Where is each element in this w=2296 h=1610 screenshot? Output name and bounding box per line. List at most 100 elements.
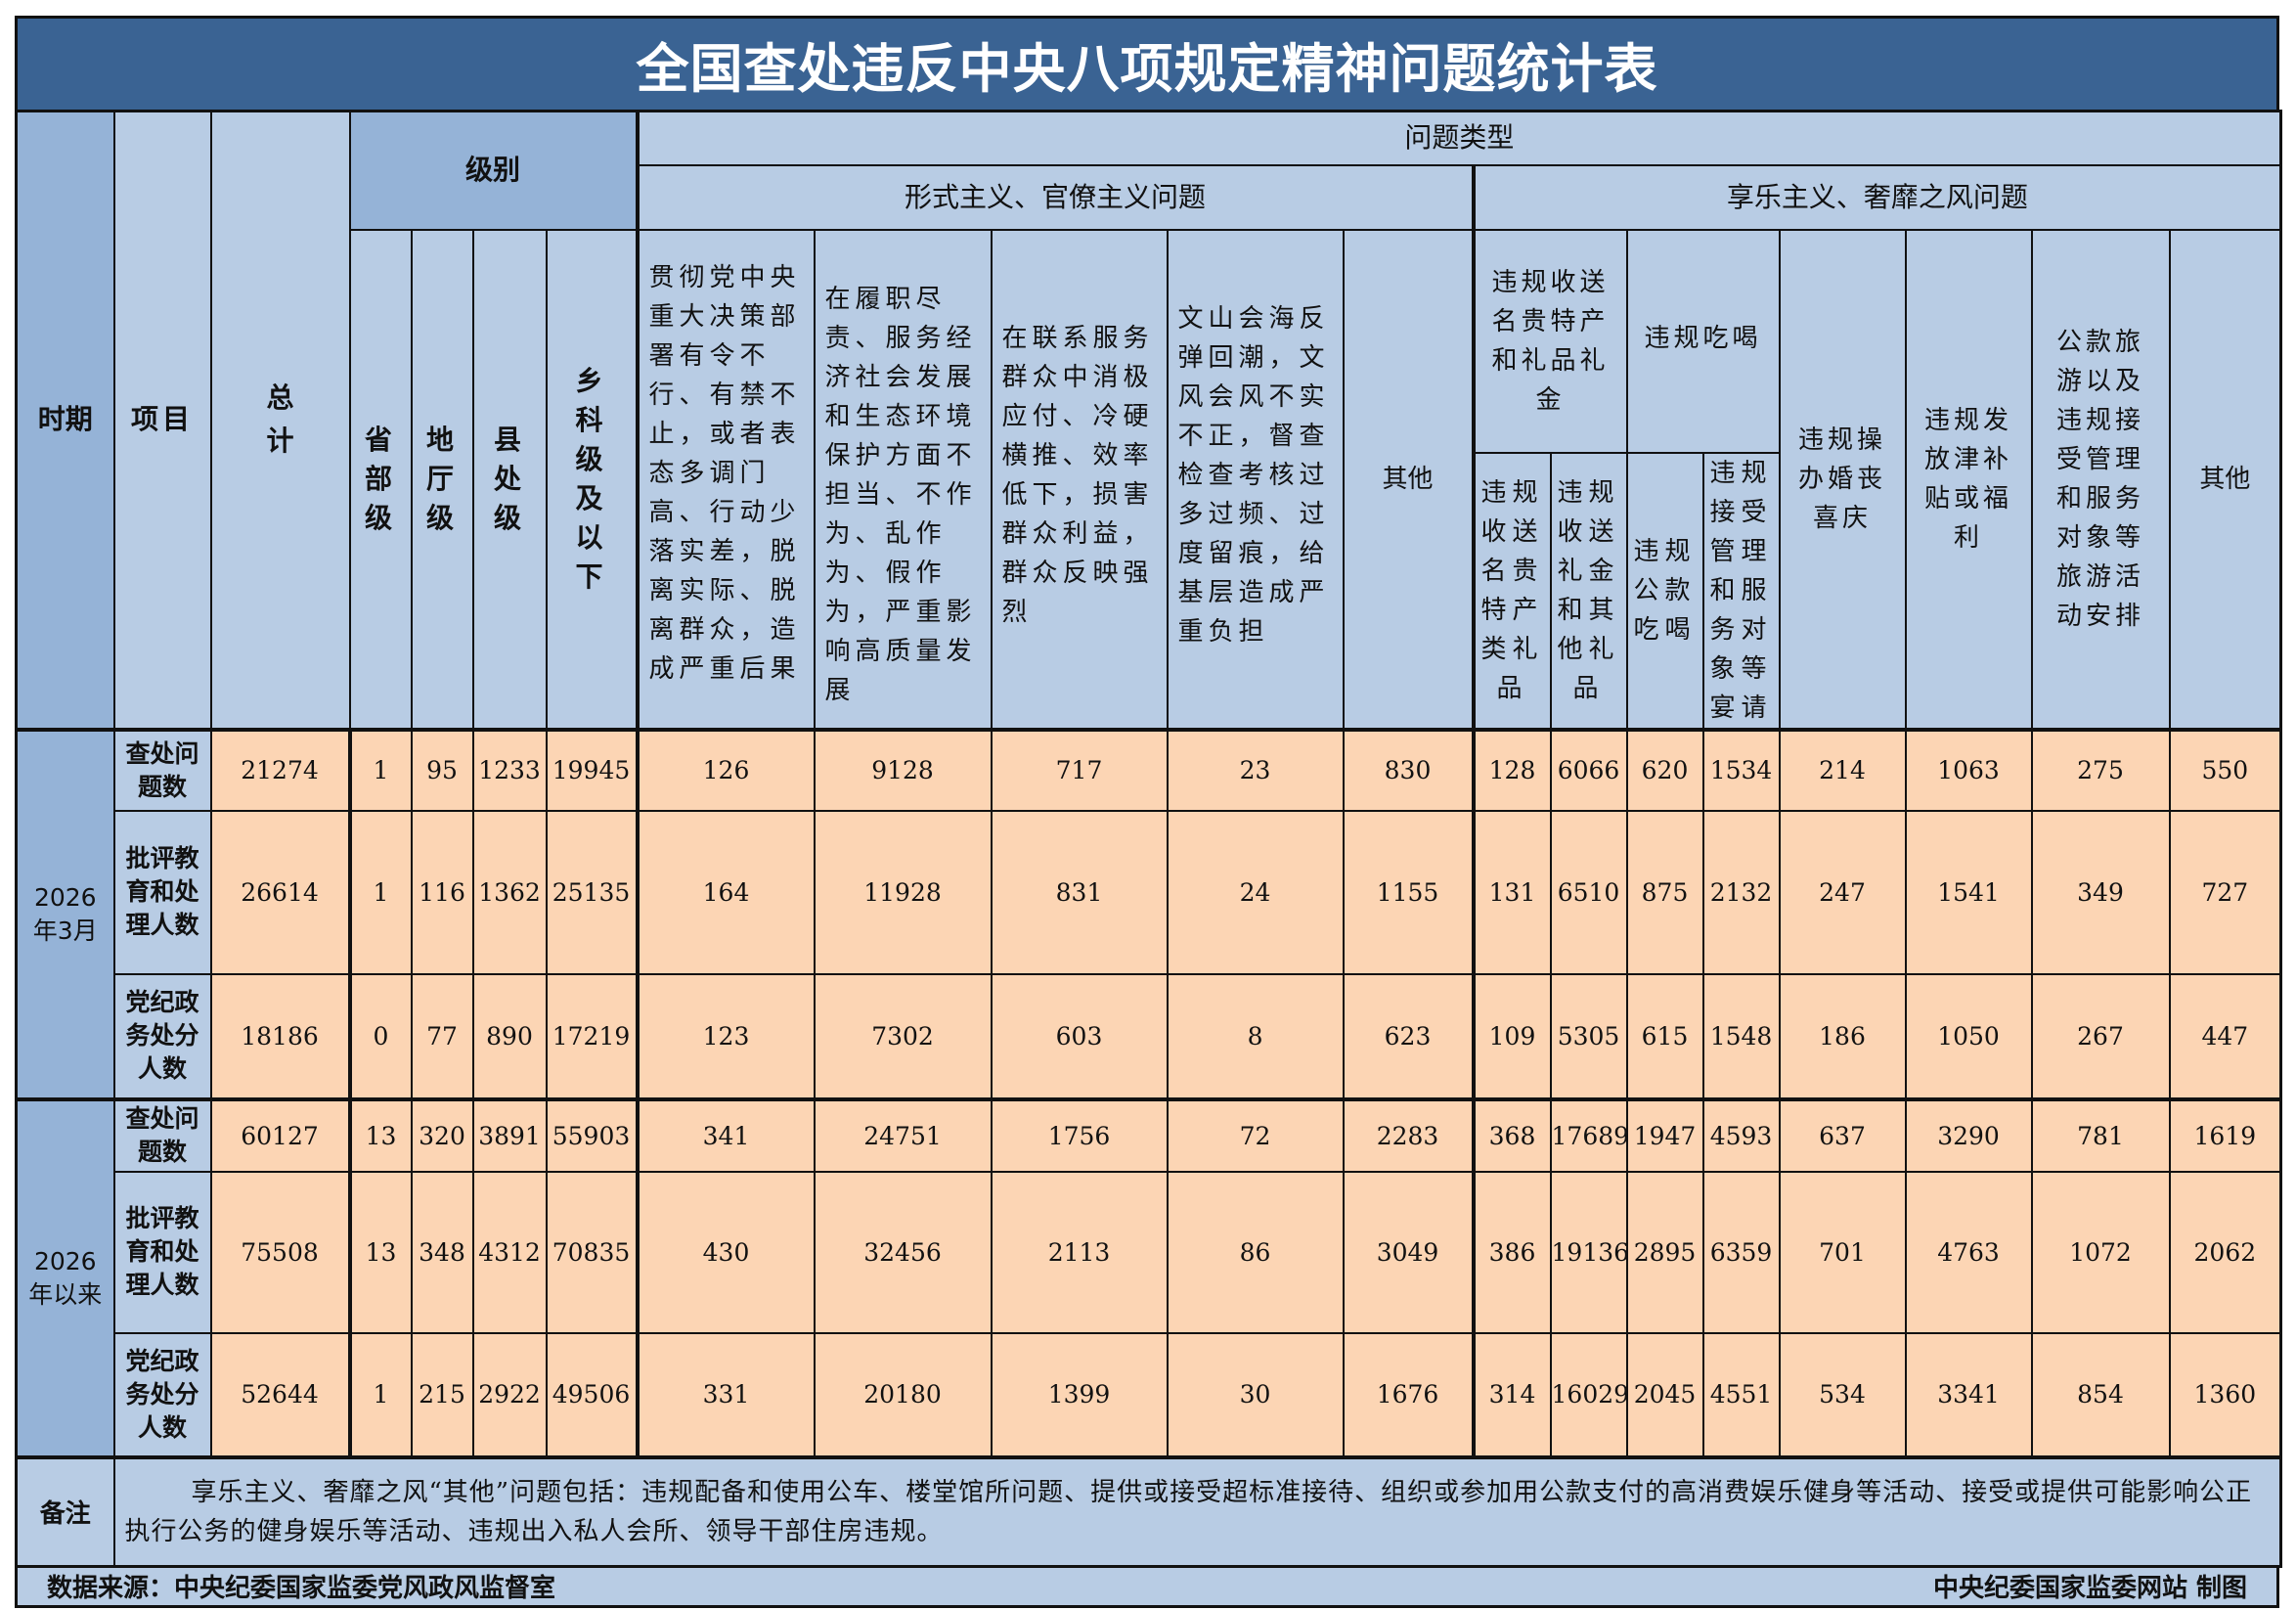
- value-cell: 447: [2168, 972, 2282, 1100]
- value-cell: 9128: [813, 728, 993, 812]
- value-cell: 854: [2030, 1331, 2171, 1458]
- header-level-county: 县处级: [471, 228, 548, 731]
- header-dining: 违规吃喝: [1625, 228, 1781, 454]
- header-level: 级别: [348, 110, 639, 231]
- value-cell: 86: [1166, 1170, 1345, 1334]
- header-gifts: 违规收送名贵特产和礼品礼金: [1471, 228, 1628, 454]
- value-cell: 70835: [545, 1170, 639, 1334]
- credit: 中央纪委国家监委网站 制图: [1932, 1574, 2247, 1603]
- value-cell: 275: [2030, 728, 2171, 812]
- value-cell: 24: [1166, 809, 1345, 975]
- value-cell: 164: [635, 809, 816, 975]
- header-period: 时期: [15, 110, 115, 731]
- header-formalism-col-3: 在联系服务群众中消极应付、冷硬横推、效率低下，损害群众利益，群众反映强烈: [990, 228, 1169, 731]
- table-row: 批评教育和处理人数 75508 13 348 4312 70835 430 32456 2113…: [17, 1170, 2282, 1334]
- header-hedonism-weddings: 违规操办婚丧喜庆: [1778, 228, 1907, 731]
- value-cell: 348: [410, 1170, 474, 1334]
- row-label: 党纪政务处分人数: [112, 1331, 212, 1458]
- value-cell: 4312: [471, 1170, 548, 1334]
- header-level-prefectural: 地厅级: [410, 228, 474, 731]
- value-cell: 60127: [209, 1097, 351, 1173]
- value-cell: 1756: [990, 1097, 1169, 1173]
- value-cell: 1399: [990, 1331, 1169, 1458]
- row-label: 查处问题数: [112, 1097, 212, 1173]
- value-cell: 717: [990, 728, 1169, 812]
- value-cell: 830: [1342, 728, 1475, 812]
- value-cell: 831: [990, 809, 1169, 975]
- value-cell: 368: [1471, 1097, 1552, 1173]
- value-cell: 1534: [1701, 728, 1781, 812]
- value-cell: 30: [1166, 1331, 1345, 1458]
- value-cell: 1676: [1342, 1331, 1475, 1458]
- value-cell: 72: [1166, 1097, 1345, 1173]
- value-cell: 701: [1778, 1170, 1907, 1334]
- value-cell: 4763: [1904, 1170, 2033, 1334]
- value-cell: 123: [635, 972, 816, 1100]
- value-cell: 0: [347, 972, 413, 1100]
- value-cell: 19945: [545, 728, 639, 812]
- value-cell: 550: [2168, 728, 2282, 812]
- period-cell: 2026年以来: [15, 1097, 115, 1458]
- value-cell: 1: [347, 809, 413, 975]
- value-cell: 603: [990, 972, 1169, 1100]
- value-cell: 3891: [471, 1097, 548, 1173]
- header-hedonism-other: 其他: [2168, 228, 2282, 731]
- header-hedonism-allowances: 违规发放津补贴或福利: [1904, 228, 2033, 731]
- value-cell: 1050: [1904, 972, 2033, 1100]
- value-cell: 55903: [545, 1097, 639, 1173]
- value-cell: 781: [2030, 1097, 2171, 1173]
- value-cell: 6510: [1549, 809, 1628, 975]
- footer: 数据来源：中央纪委国家监委党风政风监督室 中央纪委国家监委网站 制图: [15, 1567, 2279, 1608]
- value-cell: 386: [1471, 1170, 1552, 1334]
- value-cell: 349: [2030, 809, 2171, 975]
- header-level-provincial: 省部级: [348, 228, 413, 731]
- header-hedonism-travel: 公款旅游以及违规接受管理和服务对象等旅游活动安排: [2030, 228, 2171, 731]
- header-item: 项目: [112, 110, 212, 731]
- value-cell: 875: [1625, 809, 1704, 975]
- table-row: 党纪政务处分人数 18186 0 77 890 17219 123 7302 603 8 623 10…: [17, 972, 2282, 1100]
- value-cell: 13: [347, 1097, 413, 1173]
- period-cell: 2026年3月: [15, 728, 115, 1100]
- value-cell: 95: [410, 728, 474, 812]
- value-cell: 186: [1778, 972, 1907, 1100]
- value-cell: 8: [1166, 972, 1345, 1100]
- value-cell: 11928: [813, 809, 993, 975]
- value-cell: 615: [1625, 972, 1704, 1100]
- value-cell: 32456: [813, 1170, 993, 1334]
- header-dining-public-funds: 违规公款吃喝: [1625, 451, 1704, 731]
- value-cell: 727: [2168, 809, 2282, 975]
- statistics-sheet: 全国查处违反中央八项规定精神问题统计表 时期 项目 总计 级别 问题类型 形式主…: [15, 16, 2283, 1608]
- header-formalism-col-1: 贯彻党中央重大决策部署有令不行、有禁不止，或者表态多调门高、行动少落实差，脱离实…: [635, 228, 816, 731]
- value-cell: 21274: [209, 728, 351, 812]
- value-cell: 18186: [209, 972, 351, 1100]
- value-cell: 1548: [1701, 972, 1781, 1100]
- value-cell: 126: [635, 728, 816, 812]
- value-cell: 13: [347, 1170, 413, 1334]
- value-cell: 2062: [2168, 1170, 2282, 1334]
- table-row: 2026年3月 查处问题数 21274 1 95 1233 19945 126 9128 717 2…: [15, 728, 2282, 1100]
- value-cell: 2045: [1625, 1331, 1704, 1458]
- value-cell: 75508: [209, 1170, 351, 1334]
- value-cell: 24751: [813, 1097, 993, 1173]
- header-level-township: 乡科级及以下: [545, 228, 639, 731]
- value-cell: 17689: [1549, 1097, 1629, 1173]
- value-cell: 128: [1471, 728, 1552, 812]
- header-dining-banquets: 违规接受管理和服务对象等宴请: [1701, 451, 1781, 731]
- value-cell: 1362: [471, 809, 548, 975]
- value-cell: 1947: [1625, 1097, 1704, 1173]
- page-title: 全国查处违反中央八项规定精神问题统计表: [15, 16, 2279, 110]
- value-cell: 1: [347, 1331, 413, 1458]
- value-cell: 214: [1778, 728, 1907, 812]
- row-label: 批评教育和处理人数: [112, 809, 212, 975]
- row-label: 党纪政务处分人数: [112, 972, 212, 1100]
- value-cell: 247: [1778, 809, 1907, 975]
- value-cell: 430: [635, 1170, 816, 1334]
- value-cell: 1619: [2168, 1097, 2282, 1173]
- header-total: 总计: [209, 110, 351, 731]
- value-cell: 320: [410, 1097, 474, 1173]
- header-formalism: 形式主义、官僚主义问题: [635, 163, 1475, 231]
- value-cell: 7302: [813, 972, 993, 1100]
- value-cell: 3049: [1342, 1170, 1475, 1334]
- value-cell: 25135: [545, 809, 639, 975]
- value-cell: 17219: [545, 972, 639, 1100]
